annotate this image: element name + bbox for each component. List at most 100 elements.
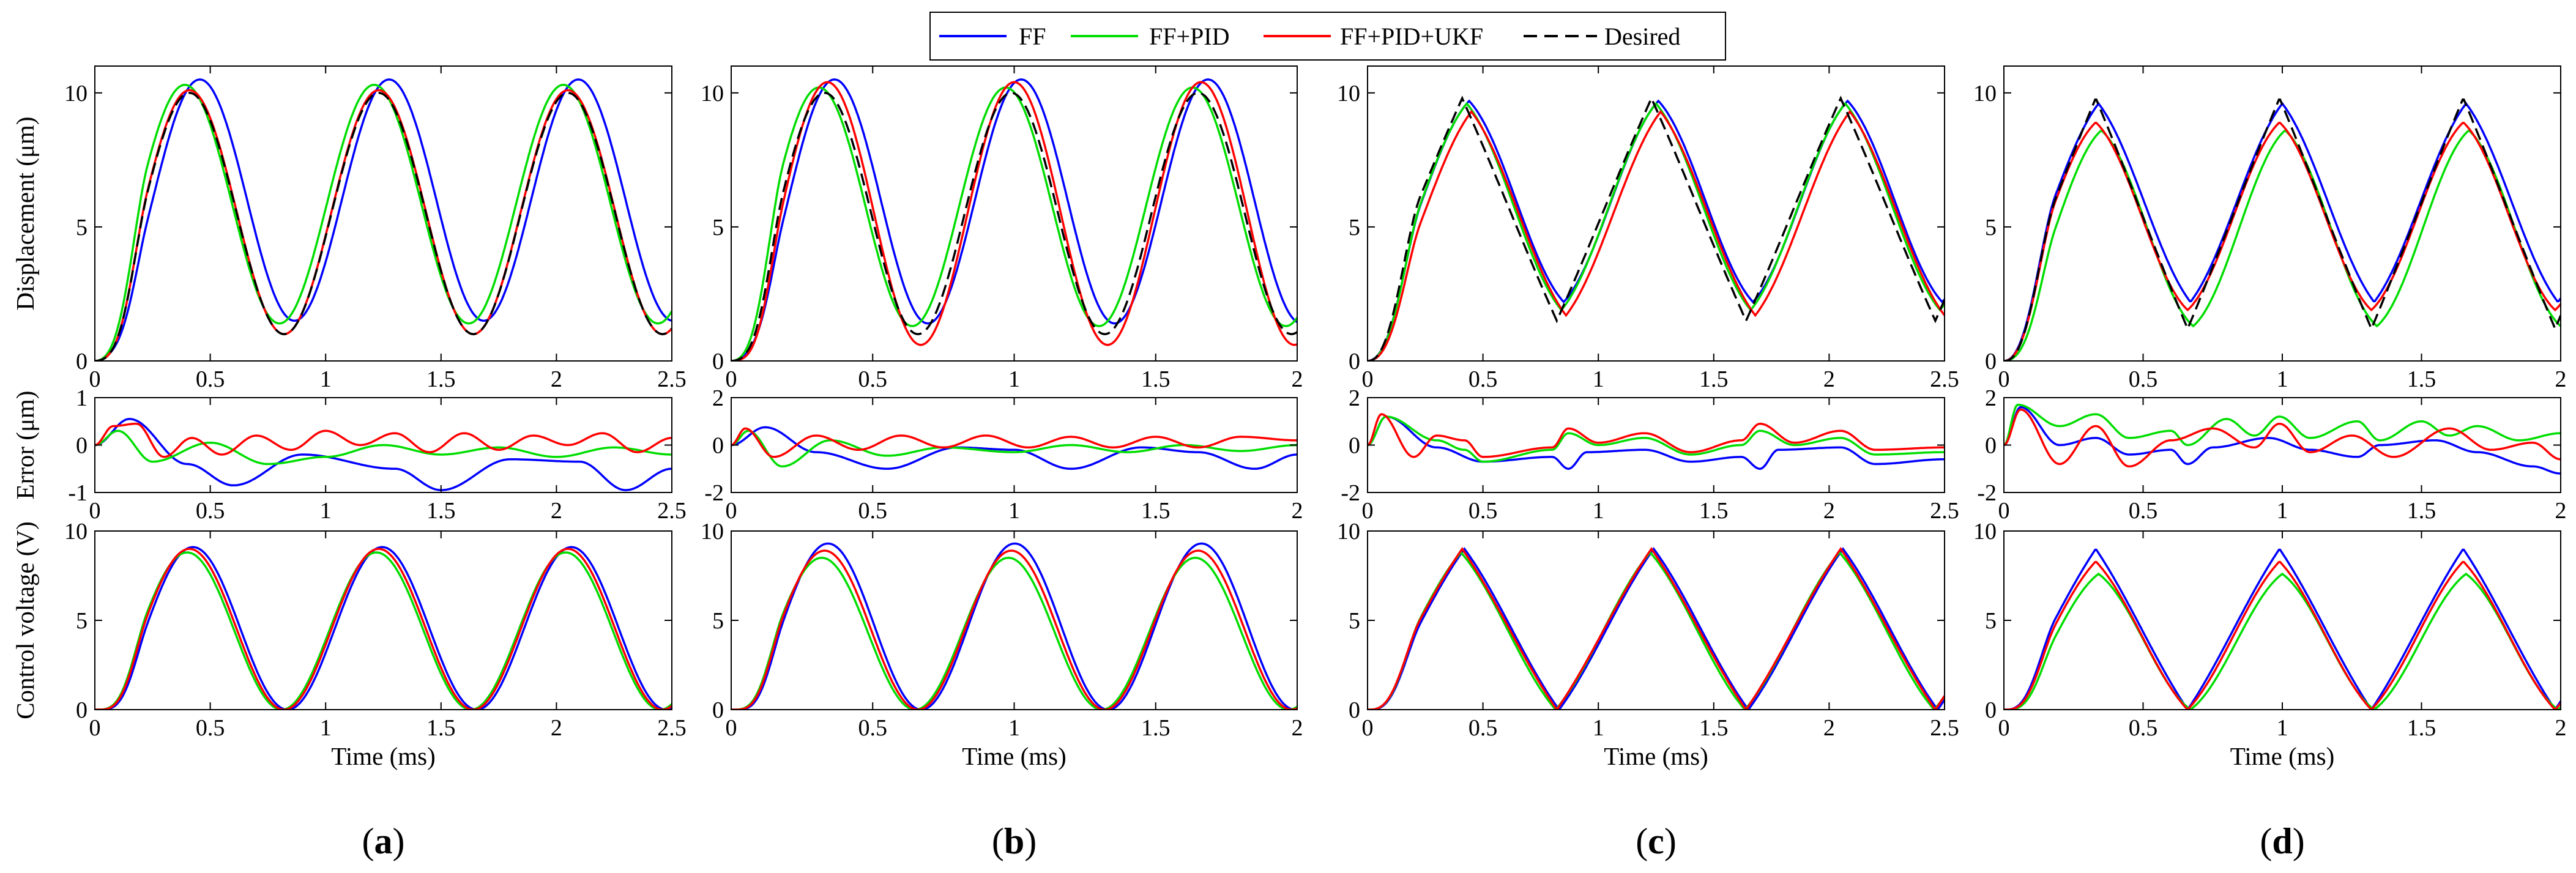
series-group (731, 78, 1297, 361)
x-tick-label: 1 (2277, 366, 2288, 392)
axes-frame (94, 530, 672, 710)
y-tick-label: 0 (76, 349, 87, 374)
series-line-ff-pid-ukf (95, 422, 672, 458)
y-tick-label: 2 (1985, 385, 1997, 411)
x-tick-label: 0 (726, 498, 737, 524)
y-tick-label: 2 (712, 385, 724, 411)
x-tick-label: 1 (320, 498, 332, 524)
series-line-ff-pid-ukf (1368, 547, 1945, 710)
axes-frame (2003, 65, 2561, 362)
y-tick-label: 1 (76, 385, 87, 411)
x-tick-label: 0 (89, 498, 101, 524)
y-axis-label: Displacement (μm) (11, 117, 39, 311)
series-line-ff-pid (2004, 403, 2561, 447)
series-line-ff (1368, 415, 1945, 470)
y-tick-label: 0 (1985, 697, 1997, 723)
panel-label-d: (d) (2260, 821, 2304, 861)
series-line-ff-pid (2004, 130, 2561, 361)
y-tick-label: 0 (1349, 697, 1360, 723)
x-tick-label: 1.5 (426, 715, 456, 741)
y-tick-label: 10 (1973, 81, 1997, 106)
axes-d-displacement: 0 5 10 0 0.5 1 1.5 2 (1973, 65, 2567, 392)
y-tick-label: 5 (1349, 215, 1360, 240)
x-tick-label: 1 (2277, 498, 2288, 524)
x-tick-label: 0.5 (196, 366, 225, 392)
series-line-ff-pid-ukf (1368, 110, 1945, 361)
series-line-ff-pid-ukf (731, 81, 1297, 361)
series-group (1368, 547, 1945, 710)
series-line-ff (95, 546, 672, 710)
x-axis-label: Time (ms) (2230, 742, 2335, 770)
x-tick-label: 1.5 (1141, 366, 1171, 392)
x-tick-label: 0.5 (2129, 366, 2158, 392)
series-group (2004, 403, 2561, 475)
series-line-ff-pid-ukf (2004, 408, 2561, 468)
x-tick-label: 2.5 (1930, 366, 1959, 392)
x-axis-label: Time (ms) (331, 742, 436, 770)
panel-label-c: (c) (1636, 821, 1677, 861)
y-tick-label: -2 (1977, 480, 1997, 506)
x-tick-label: 0.5 (2129, 498, 2158, 524)
x-tick-label: 0 (1362, 715, 1374, 741)
series-line-ff (2004, 548, 2561, 710)
series-line-desired (95, 92, 672, 361)
x-tick-label: 0 (89, 715, 101, 741)
x-tick-label: 1.5 (2407, 715, 2436, 741)
series-line-desired (2004, 98, 2561, 361)
x-tick-label: 0 (1362, 498, 1374, 524)
axes-d-control-voltage: 0 5 10 0 0.5 1 1.5 2 Time (ms) (1973, 519, 2567, 770)
y-axis-label: Error (μm) (11, 391, 39, 500)
x-tick-label: 1.5 (1699, 366, 1729, 392)
x-tick-label: 0.5 (196, 715, 225, 741)
series-line-ff (2004, 406, 2561, 475)
y-tick-label: 10 (1337, 519, 1360, 544)
x-tick-label: 1 (320, 715, 332, 741)
y-tick-label: 0 (1349, 433, 1360, 459)
x-tick-label: 2 (551, 498, 562, 524)
panel-label-a: (a) (362, 821, 405, 861)
x-tick-label: 2 (2555, 366, 2567, 392)
legend-label-ff: FF (1019, 23, 1046, 50)
axes-c-displacement: 0 5 10 0 0.5 1 1.5 2 2.5 (1337, 65, 1959, 392)
x-tick-label: 2.5 (657, 366, 687, 392)
series-line-ff-pid-ukf (2004, 560, 2561, 710)
axes-frame (1367, 65, 1945, 362)
series-group (2004, 548, 2561, 710)
x-tick-label: 2.5 (657, 715, 687, 741)
series-group (731, 426, 1297, 470)
y-tick-label: 2 (1349, 385, 1360, 411)
series-line-ff-pid (731, 86, 1297, 361)
x-tick-label: 1 (1593, 715, 1604, 741)
series-line-ff-pid-ukf (731, 427, 1297, 458)
x-tick-label: 2.5 (657, 498, 687, 524)
x-tick-label: 1.5 (426, 498, 456, 524)
series-group (2004, 98, 2561, 361)
y-tick-label: 10 (701, 519, 724, 544)
x-tick-label: 2 (1292, 715, 1303, 741)
x-tick-label: 2 (1823, 366, 1835, 392)
series-line-ff-pid (731, 557, 1297, 710)
axes-frame (2003, 530, 2561, 710)
x-tick-label: 0 (1998, 366, 2010, 392)
y-tick-label: 5 (1985, 608, 1997, 634)
series-line-ff-pid (2004, 572, 2561, 710)
y-tick-label: 0 (712, 433, 724, 459)
axes-a-control-voltage: 0 5 10 0 0.5 1 1.5 2 2.5 Control voltage (V) Time … (11, 519, 687, 770)
axes-c-control-voltage: 0 5 10 0 0.5 1 1.5 2 2.5 Time (ms) (1337, 519, 1959, 770)
x-tick-label: 1 (1008, 715, 1020, 741)
x-tick-label: 0 (1362, 366, 1374, 392)
x-tick-label: 2.5 (1930, 498, 1959, 524)
y-tick-label: 10 (1337, 81, 1360, 106)
x-tick-label: 0.5 (1469, 366, 1498, 392)
y-tick-label: 0 (1985, 349, 1997, 374)
x-tick-label: 2 (2555, 498, 2567, 524)
y-tick-label: 10 (1973, 519, 1997, 544)
series-line-ff (1368, 547, 1945, 710)
